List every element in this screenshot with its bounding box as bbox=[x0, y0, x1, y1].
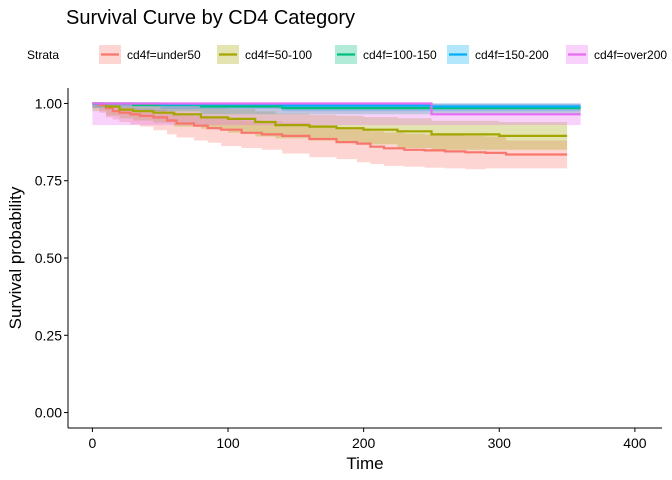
legend-item-cd4f-150-200: cd4f=150-200 bbox=[447, 45, 549, 64]
legend-label-cd4f-50-100: cd4f=50-100 bbox=[245, 48, 312, 62]
y-tick-label: 0.50 bbox=[35, 250, 62, 266]
line-cd4f-under50 bbox=[92, 102, 568, 156]
legend: Strata cd4f=under50 cd4f=50-100 cd4f=100-1… bbox=[27, 45, 667, 64]
legend-label-cd4f-100-150: cd4f=100-150 bbox=[363, 48, 437, 62]
y-axis-title: Survival probability bbox=[6, 186, 25, 329]
x-tick-label: 400 bbox=[623, 435, 647, 451]
chart-title: Survival Curve by CD4 Category bbox=[66, 7, 355, 29]
legend-label-cd4f-150-200: cd4f=150-200 bbox=[475, 48, 549, 62]
x-axis-title: Time bbox=[346, 454, 383, 473]
survival-lines bbox=[92, 102, 581, 156]
y-tick-label: 0.25 bbox=[35, 327, 62, 343]
legend-label-cd4f-under50: cd4f=under50 bbox=[127, 48, 201, 62]
y-tick-label: 1.00 bbox=[35, 95, 62, 111]
legend-item-cd4f-under50: cd4f=under50 bbox=[99, 45, 201, 64]
x-tick-label: 200 bbox=[352, 435, 376, 451]
legend-item-cd4f-50-100: cd4f=50-100 bbox=[217, 45, 312, 64]
legend-label-cd4f-over200: cd4f=over200 bbox=[594, 48, 667, 62]
y-tick-label: 0.75 bbox=[35, 173, 62, 189]
y-tick-label: 0.00 bbox=[35, 405, 62, 421]
x-tick-label: 300 bbox=[488, 435, 512, 451]
band-cd4f-under50 bbox=[92, 103, 568, 170]
line-cd4f-over200 bbox=[92, 102, 581, 116]
x-axis-ticks: 0 100 200 300 400 bbox=[89, 428, 647, 451]
legend-item-cd4f-over200: cd4f=over200 bbox=[566, 45, 667, 64]
x-tick-label: 0 bbox=[89, 435, 97, 451]
line-cd4f-50-100 bbox=[92, 102, 568, 137]
x-tick-label: 100 bbox=[216, 435, 240, 451]
legend-item-cd4f-100-150: cd4f=100-150 bbox=[335, 45, 437, 64]
y-axis-ticks: 0.00 0.25 0.50 0.75 1.00 bbox=[35, 95, 68, 421]
legend-title: Strata bbox=[27, 48, 59, 62]
